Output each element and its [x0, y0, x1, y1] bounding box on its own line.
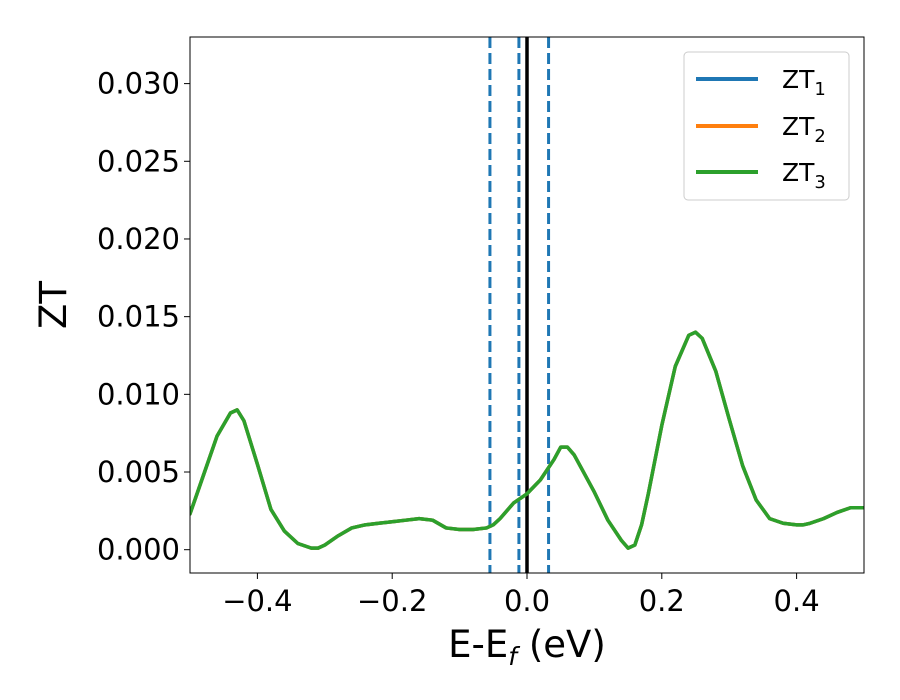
legend-item-zt3: ZT3 — [696, 158, 826, 193]
x-tick-label: 0.4 — [774, 584, 820, 618]
series-layer — [190, 330, 864, 550]
reference-lines — [488, 37, 551, 573]
y-tick-label: 0.025 — [97, 144, 180, 178]
y-tick-label: 0.000 — [97, 533, 180, 567]
legend-item-zt1: ZT1 — [696, 65, 826, 100]
x-axis-title-unit: (eV) — [517, 623, 606, 666]
x-tick-label: −0.4 — [222, 584, 292, 618]
y-axis-title: ZT — [32, 281, 75, 329]
legend-label-zt1: ZT1 — [782, 65, 826, 100]
x-axis: −0.4 −0.2 0.0 0.2 0.4 — [222, 573, 820, 618]
y-axis: 0.000 0.005 0.010 0.015 0.020 0.025 0.030 — [97, 67, 190, 567]
y-tick-label: 0.030 — [97, 67, 180, 101]
y-tick-label: 0.005 — [97, 455, 180, 489]
legend-label-zt2: ZT2 — [782, 112, 826, 147]
x-axis-title-main: E-E — [448, 623, 508, 666]
series-line-zt3 — [190, 330, 864, 550]
x-tick-label: −0.2 — [357, 584, 427, 618]
y-tick-label: 0.010 — [97, 377, 180, 411]
y-tick-label: 0.015 — [97, 300, 180, 334]
legend-item-zt2: ZT2 — [696, 112, 826, 147]
y-tick-label: 0.020 — [97, 222, 180, 256]
legend: ZT1 ZT2 ZT3 — [683, 51, 850, 201]
legend-label-zt3: ZT3 — [782, 158, 826, 193]
x-tick-label: 0.2 — [639, 584, 685, 618]
legend-box — [683, 51, 850, 201]
x-tick-label: 0.0 — [504, 584, 550, 618]
x-axis-title: E-Ef (eV) — [448, 623, 606, 671]
